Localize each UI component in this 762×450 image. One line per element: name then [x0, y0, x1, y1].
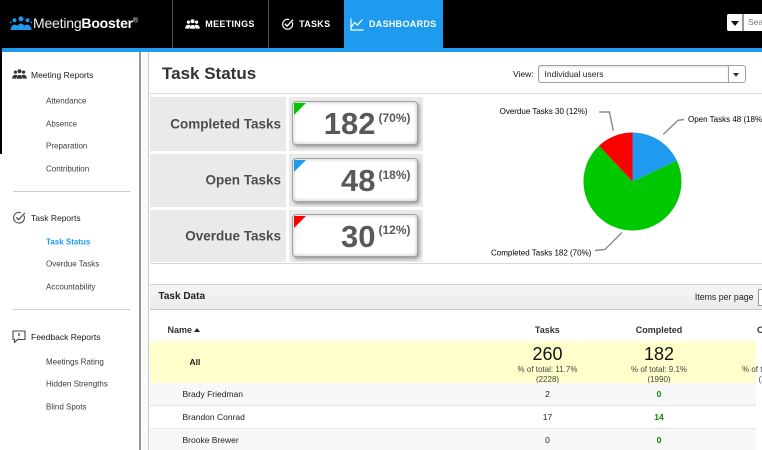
svg-text:Completed Tasks 182 (70%): Completed Tasks 182 (70%): [491, 248, 592, 257]
svg-text:Open Tasks 48 (18%): Open Tasks 48 (18%): [688, 115, 762, 124]
svg-text:Overdue Tasks 30 (12%): Overdue Tasks 30 (12%): [500, 106, 588, 115]
